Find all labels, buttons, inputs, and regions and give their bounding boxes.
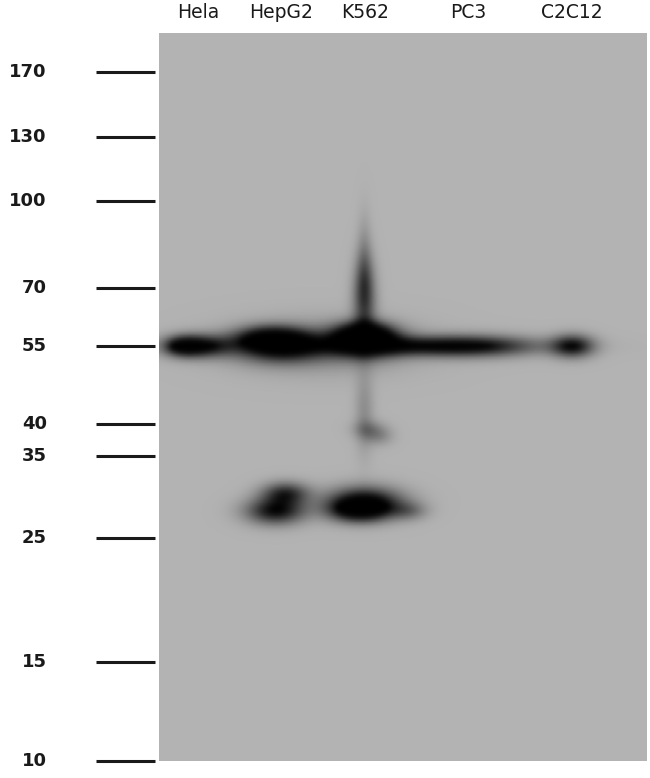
Text: 25: 25 bbox=[22, 529, 47, 547]
Text: 55: 55 bbox=[22, 338, 47, 356]
Text: HepG2: HepG2 bbox=[249, 3, 313, 22]
Text: 70: 70 bbox=[22, 279, 47, 297]
Text: 15: 15 bbox=[22, 654, 47, 671]
Text: 40: 40 bbox=[22, 415, 47, 433]
Text: Hela: Hela bbox=[177, 3, 220, 22]
Text: 35: 35 bbox=[22, 447, 47, 465]
Text: 10: 10 bbox=[22, 752, 47, 770]
Text: 100: 100 bbox=[9, 192, 47, 210]
FancyBboxPatch shape bbox=[159, 33, 647, 761]
Text: 130: 130 bbox=[9, 128, 47, 146]
Text: C2C12: C2C12 bbox=[541, 3, 603, 22]
Text: PC3: PC3 bbox=[450, 3, 486, 22]
Text: 170: 170 bbox=[9, 63, 47, 81]
Text: K562: K562 bbox=[341, 3, 389, 22]
